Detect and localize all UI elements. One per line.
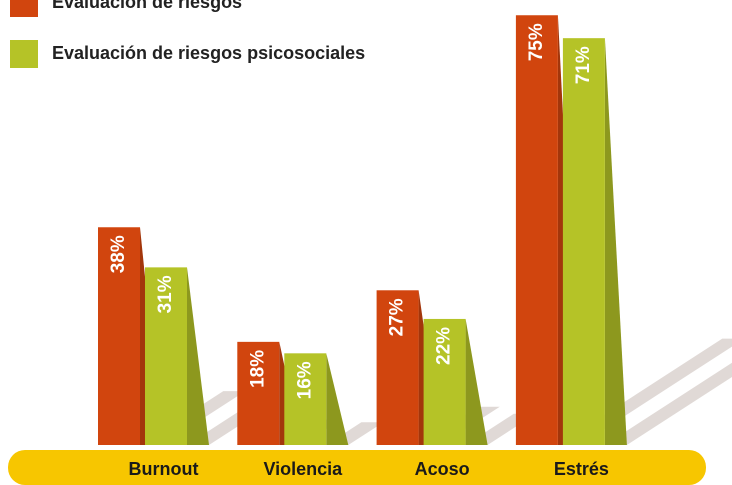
- legend-label: Evaluación de riesgos psicosociales: [52, 43, 365, 63]
- bar-side: [187, 267, 209, 445]
- value-label: 18%: [247, 350, 268, 388]
- x-tick-label: Burnout: [129, 459, 199, 479]
- x-tick-label: Acoso: [415, 459, 470, 479]
- bar-side: [465, 318, 488, 445]
- bar: [98, 227, 140, 445]
- x-tick-label: Violencia: [263, 459, 343, 479]
- legend-swatch: [10, 0, 38, 17]
- bar: [284, 353, 327, 445]
- bar: [562, 38, 605, 446]
- value-label: 31%: [155, 275, 176, 313]
- value-label: 38%: [108, 235, 129, 273]
- bar-side: [326, 353, 349, 445]
- bar: [515, 15, 558, 445]
- value-label: 16%: [294, 361, 315, 399]
- category-band: [8, 450, 706, 485]
- legend-swatch: [10, 40, 38, 68]
- bar-side: [604, 38, 627, 446]
- bar: [376, 290, 419, 445]
- bar: [423, 318, 466, 445]
- value-label: 27%: [387, 298, 408, 336]
- legend-label: Evaluación de riesgos: [52, 0, 242, 12]
- bar: [237, 341, 280, 445]
- value-label: 71%: [573, 46, 594, 84]
- bar-shadow: [604, 362, 732, 445]
- x-tick-label: Estrés: [554, 459, 609, 479]
- value-label: 75%: [526, 23, 547, 61]
- value-label: 22%: [434, 327, 455, 365]
- bar: [145, 267, 187, 445]
